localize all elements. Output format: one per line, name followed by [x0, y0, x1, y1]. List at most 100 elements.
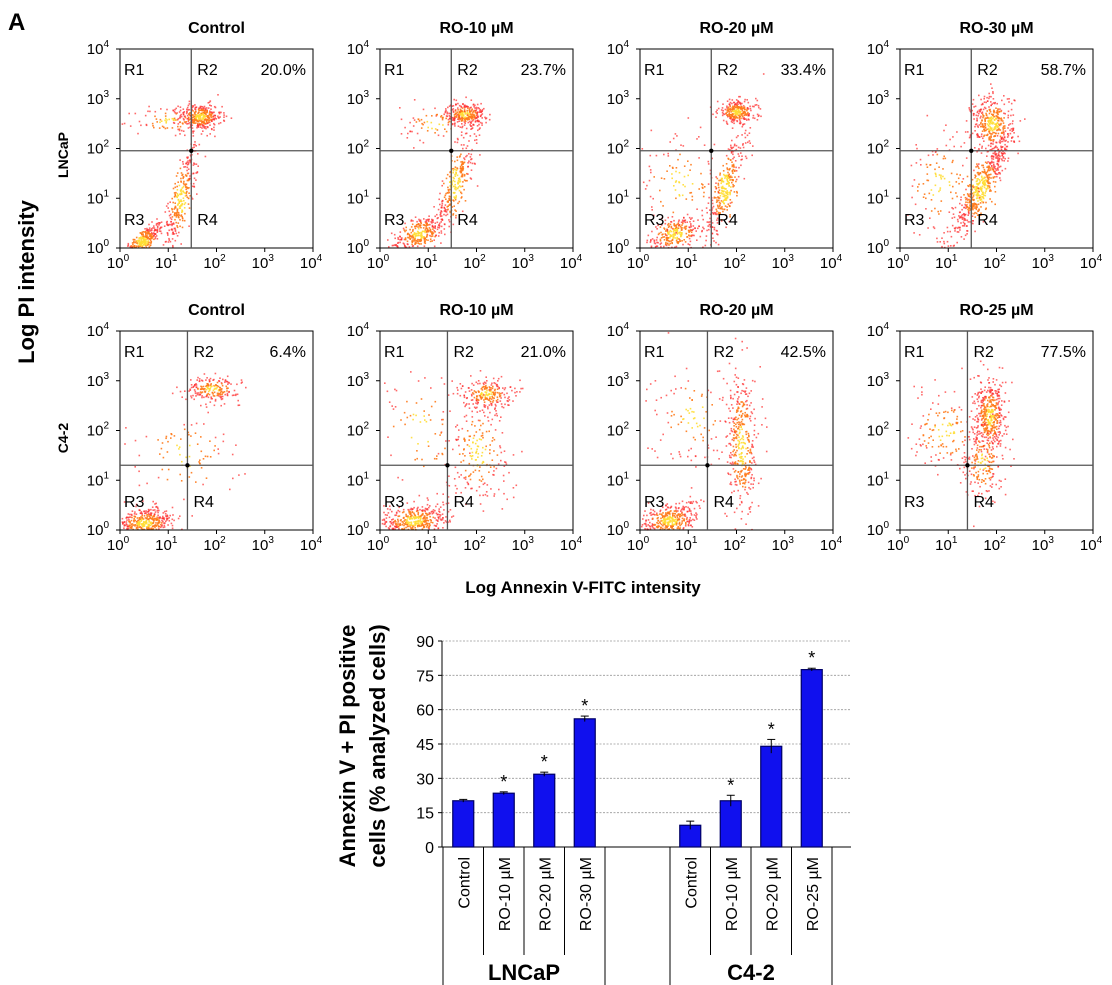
- event-dot: [468, 153, 470, 155]
- event-dot: [504, 396, 506, 399]
- event-dot: [724, 191, 727, 193]
- event-dot: [994, 203, 996, 206]
- event-dot: [441, 202, 444, 205]
- event-dot: [983, 128, 985, 131]
- event-dot: [741, 125, 744, 128]
- x-tick-label: 103: [252, 535, 275, 554]
- event-dot: [729, 175, 732, 177]
- event-dot: [938, 190, 940, 193]
- event-dot: [712, 213, 715, 215]
- event-dot: [210, 108, 212, 110]
- event-dot: [215, 118, 217, 120]
- x-tick-label: 104: [300, 535, 323, 554]
- event-dot: [190, 396, 193, 399]
- event-dot: [411, 511, 414, 514]
- event-dot: [728, 173, 730, 176]
- event-dot: [125, 523, 128, 525]
- event-dot: [388, 246, 390, 248]
- event-dot: [965, 157, 968, 159]
- event-dot: [466, 113, 468, 115]
- event-dot: [403, 511, 405, 513]
- y-tick-label: 100: [347, 238, 370, 257]
- event-dot: [384, 523, 386, 525]
- event-dot: [992, 123, 994, 125]
- event-dot: [211, 118, 214, 121]
- y-tick-label: 104: [867, 39, 890, 58]
- event-dot: [386, 514, 388, 516]
- event-dot: [154, 236, 157, 238]
- event-dot: [476, 125, 479, 127]
- event-dot: [180, 115, 183, 118]
- event-dot: [665, 241, 667, 244]
- event-dot: [199, 115, 202, 117]
- event-dot: [731, 176, 733, 179]
- event-dot: [221, 395, 224, 398]
- event-dot: [452, 191, 455, 194]
- event-dot: [408, 516, 410, 518]
- event-dot: [668, 225, 670, 227]
- event-dot: [994, 126, 996, 128]
- event-dot: [414, 516, 416, 519]
- event-dot: [174, 218, 176, 221]
- event-dot: [730, 151, 733, 153]
- event-dot: [160, 525, 163, 527]
- event-dot: [138, 523, 141, 526]
- event-dot: [725, 226, 727, 229]
- event-dot: [163, 522, 165, 524]
- event-dot: [205, 388, 208, 391]
- event-dot: [419, 523, 422, 525]
- event-dot: [673, 233, 675, 236]
- event-dot: [190, 384, 193, 386]
- event-dot: [706, 221, 709, 223]
- event-dot: [676, 233, 679, 235]
- event-dot: [184, 116, 187, 119]
- event-dot: [200, 120, 202, 122]
- event-dot: [429, 505, 431, 507]
- event-dot: [182, 177, 184, 180]
- event-dot: [735, 144, 738, 147]
- event-dot: [468, 140, 470, 142]
- event-dot: [458, 104, 461, 107]
- event-dot: [404, 222, 406, 225]
- event-dot: [144, 228, 146, 230]
- event-dot: [184, 122, 187, 124]
- event-dot: [671, 242, 673, 245]
- event-dot: [723, 208, 726, 211]
- event-dot: [415, 234, 417, 236]
- event-dot: [479, 121, 482, 124]
- event-dot: [179, 133, 181, 135]
- event-dot: [181, 460, 183, 463]
- event-dot: [149, 514, 152, 516]
- event-dot: [983, 168, 986, 171]
- event-dot: [664, 233, 667, 235]
- event-dot: [994, 185, 996, 188]
- event-dot: [204, 455, 207, 458]
- event-dot: [964, 234, 967, 237]
- event-dot: [733, 113, 736, 115]
- event-dot: [472, 392, 474, 394]
- event-dot: [433, 239, 435, 241]
- event-dot: [177, 222, 180, 224]
- event-dot: [460, 175, 463, 178]
- event-dot: [481, 108, 484, 111]
- event-dot: [459, 113, 461, 116]
- event-dot: [436, 113, 438, 116]
- event-dot: [143, 240, 146, 243]
- event-dot: [440, 206, 443, 209]
- event-dot: [461, 167, 464, 170]
- event-dot: [453, 196, 455, 198]
- event-dot: [514, 391, 516, 394]
- event-dot: [195, 179, 197, 181]
- event-dot: [220, 397, 222, 399]
- event-dot: [735, 99, 738, 101]
- event-dot: [977, 187, 980, 190]
- event-dot: [985, 114, 988, 116]
- event-dot: [762, 73, 765, 75]
- event-dot: [155, 224, 158, 226]
- event-dot: [459, 113, 462, 115]
- event-dot: [203, 110, 206, 112]
- event-dot: [993, 152, 996, 154]
- event-dot: [166, 519, 168, 521]
- event-dot: [1010, 108, 1013, 111]
- event-dot: [999, 179, 1002, 182]
